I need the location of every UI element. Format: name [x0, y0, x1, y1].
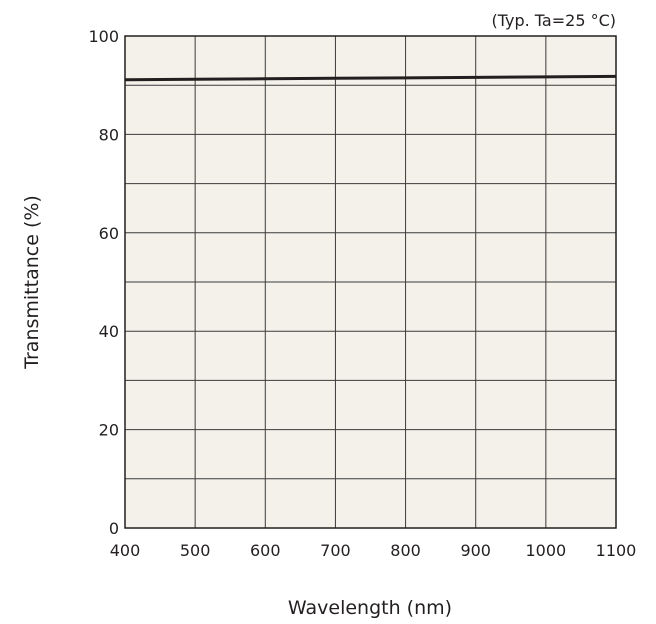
- x-tick-label: 700: [320, 541, 351, 560]
- x-tick-label: 1100: [596, 541, 637, 560]
- x-tick-label: 600: [250, 541, 281, 560]
- chart-annotation: (Typ. Ta=25 °C): [491, 11, 616, 30]
- y-tick-label: 100: [88, 27, 119, 46]
- y-tick-label: 20: [99, 421, 119, 440]
- x-tick-label: 900: [460, 541, 491, 560]
- plot-frame: [124, 35, 617, 529]
- y-tick-label: 80: [99, 125, 119, 144]
- y-tick-label: 60: [99, 224, 119, 243]
- y-axis-title: Transmittance (%): [21, 195, 43, 370]
- x-tick-label: 500: [180, 541, 211, 560]
- x-tick-label: 1000: [525, 541, 566, 560]
- x-tick-label: 800: [390, 541, 421, 560]
- x-tick-labels: 400 500 600 700 800 900 1000 1100: [110, 541, 637, 560]
- y-tick-labels: 0 20 40 60 80 100: [88, 27, 119, 538]
- transmittance-line: [124, 74, 617, 82]
- y-tick-label: 0: [109, 519, 119, 538]
- x-axis-title: Wavelength (nm): [288, 597, 452, 619]
- x-tick-label: 400: [110, 541, 141, 560]
- series-layer: [124, 74, 617, 82]
- y-tick-label: 40: [99, 322, 119, 341]
